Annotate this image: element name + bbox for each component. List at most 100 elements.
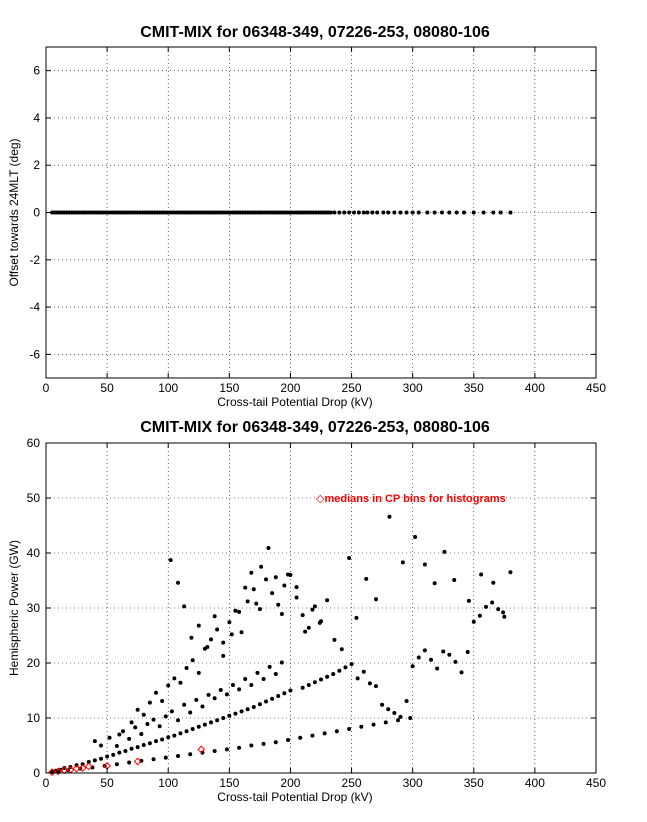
- data-point: [442, 549, 447, 554]
- data-point: [111, 752, 116, 757]
- data-point: [209, 637, 213, 642]
- data-point: [151, 757, 156, 762]
- data-point: [380, 702, 385, 707]
- data-point: [452, 577, 457, 582]
- data-point: [237, 745, 242, 750]
- data-point: [212, 614, 217, 619]
- data-point: [127, 736, 132, 741]
- data-point: [310, 607, 315, 612]
- data-point: [163, 714, 168, 719]
- y-tick-label: 20: [27, 656, 41, 670]
- data-point: [496, 607, 501, 612]
- data-point: [365, 210, 370, 215]
- data-point: [466, 598, 471, 603]
- data-point: [294, 585, 299, 590]
- offset-points: [50, 210, 513, 215]
- data-point: [441, 649, 446, 654]
- data-point: [273, 575, 278, 580]
- data-point: [117, 750, 122, 755]
- x-tick-label: 100: [158, 381, 178, 395]
- data-point: [337, 210, 342, 215]
- data-point: [349, 662, 354, 667]
- data-point: [243, 585, 248, 590]
- data-point: [133, 725, 138, 730]
- data-point: [508, 570, 513, 575]
- data-point: [245, 599, 250, 604]
- data-point: [432, 581, 437, 586]
- data-point: [356, 210, 361, 215]
- data-point: [160, 737, 165, 742]
- x-tick-label: 450: [586, 381, 606, 395]
- data-point: [239, 709, 244, 714]
- data-point: [337, 668, 342, 673]
- data-point: [154, 690, 158, 695]
- data-point: [477, 613, 482, 618]
- data-point: [331, 672, 336, 676]
- data-point: [398, 210, 403, 215]
- data-point: [491, 580, 496, 585]
- data-point: [212, 696, 217, 701]
- y-tick-label: 60: [27, 436, 41, 450]
- y-tick-label: 4: [33, 111, 40, 125]
- data-point: [249, 570, 254, 575]
- data-point: [117, 732, 122, 737]
- x-tick-label: 450: [586, 776, 606, 790]
- data-point: [233, 711, 238, 716]
- offset-title: CMIT-MIX for 06348-349, 07226-253, 08080…: [140, 24, 490, 41]
- data-point: [221, 716, 226, 720]
- data-point: [184, 729, 189, 734]
- data-point: [454, 210, 459, 215]
- data-point: [429, 657, 433, 662]
- data-point: [306, 683, 311, 687]
- power-grid: [46, 443, 596, 773]
- data-point: [166, 735, 171, 740]
- data-point: [317, 620, 322, 625]
- data-point: [160, 698, 165, 703]
- data-point: [498, 210, 503, 215]
- data-point: [479, 572, 484, 577]
- data-point: [361, 669, 366, 674]
- x-tick-label: 400: [525, 381, 545, 395]
- median-marker: [133, 757, 142, 766]
- data-point: [310, 733, 315, 738]
- data-point: [325, 674, 330, 679]
- data-point: [107, 735, 112, 740]
- median-marker: [54, 767, 63, 776]
- y-tick-label: 6: [33, 64, 40, 78]
- data-point: [332, 637, 337, 642]
- data-point: [62, 766, 67, 771]
- data-point: [168, 558, 173, 563]
- data-point: [383, 720, 388, 725]
- data-point: [200, 704, 205, 709]
- data-point: [127, 760, 132, 765]
- data-point: [105, 754, 110, 759]
- data-point: [374, 597, 378, 602]
- power-panel: 0 50 100 150 200 250 300 350 400 450 0 10 20 30 40 50 60…: [7, 419, 606, 804]
- data-point: [347, 727, 352, 731]
- data-point: [254, 601, 259, 606]
- data-point: [182, 702, 187, 707]
- power-ticks: 0 50 100 150 200 250 300 350 400 450 0 10 20 30 40 50 60: [27, 436, 607, 790]
- data-point: [386, 210, 391, 215]
- data-point: [215, 627, 220, 632]
- offset-panel: 0 50 100 150 200 250 300 350 400 450 -6 -4 -2 0 2 4 6 CM…: [7, 24, 606, 409]
- power-xlabel: Cross-tail Potential Drop (kV): [217, 790, 372, 804]
- data-point: [147, 741, 152, 746]
- data-point: [169, 709, 174, 714]
- data-point: [425, 210, 430, 215]
- x-tick-label: 50: [100, 776, 114, 790]
- y-tick-label: 0: [33, 766, 40, 780]
- data-point: [300, 613, 305, 618]
- data-point: [347, 210, 352, 215]
- x-tick-label: 350: [464, 776, 484, 790]
- data-point: [462, 210, 466, 215]
- x-tick-label: 150: [219, 776, 239, 790]
- data-point: [121, 729, 125, 734]
- data-point: [319, 677, 323, 682]
- y-tick-label: 40: [27, 546, 41, 560]
- median-marker: [72, 764, 81, 773]
- data-point: [172, 733, 177, 738]
- y-tick-label: 30: [27, 601, 41, 615]
- data-point: [343, 665, 348, 670]
- data-point: [129, 720, 134, 725]
